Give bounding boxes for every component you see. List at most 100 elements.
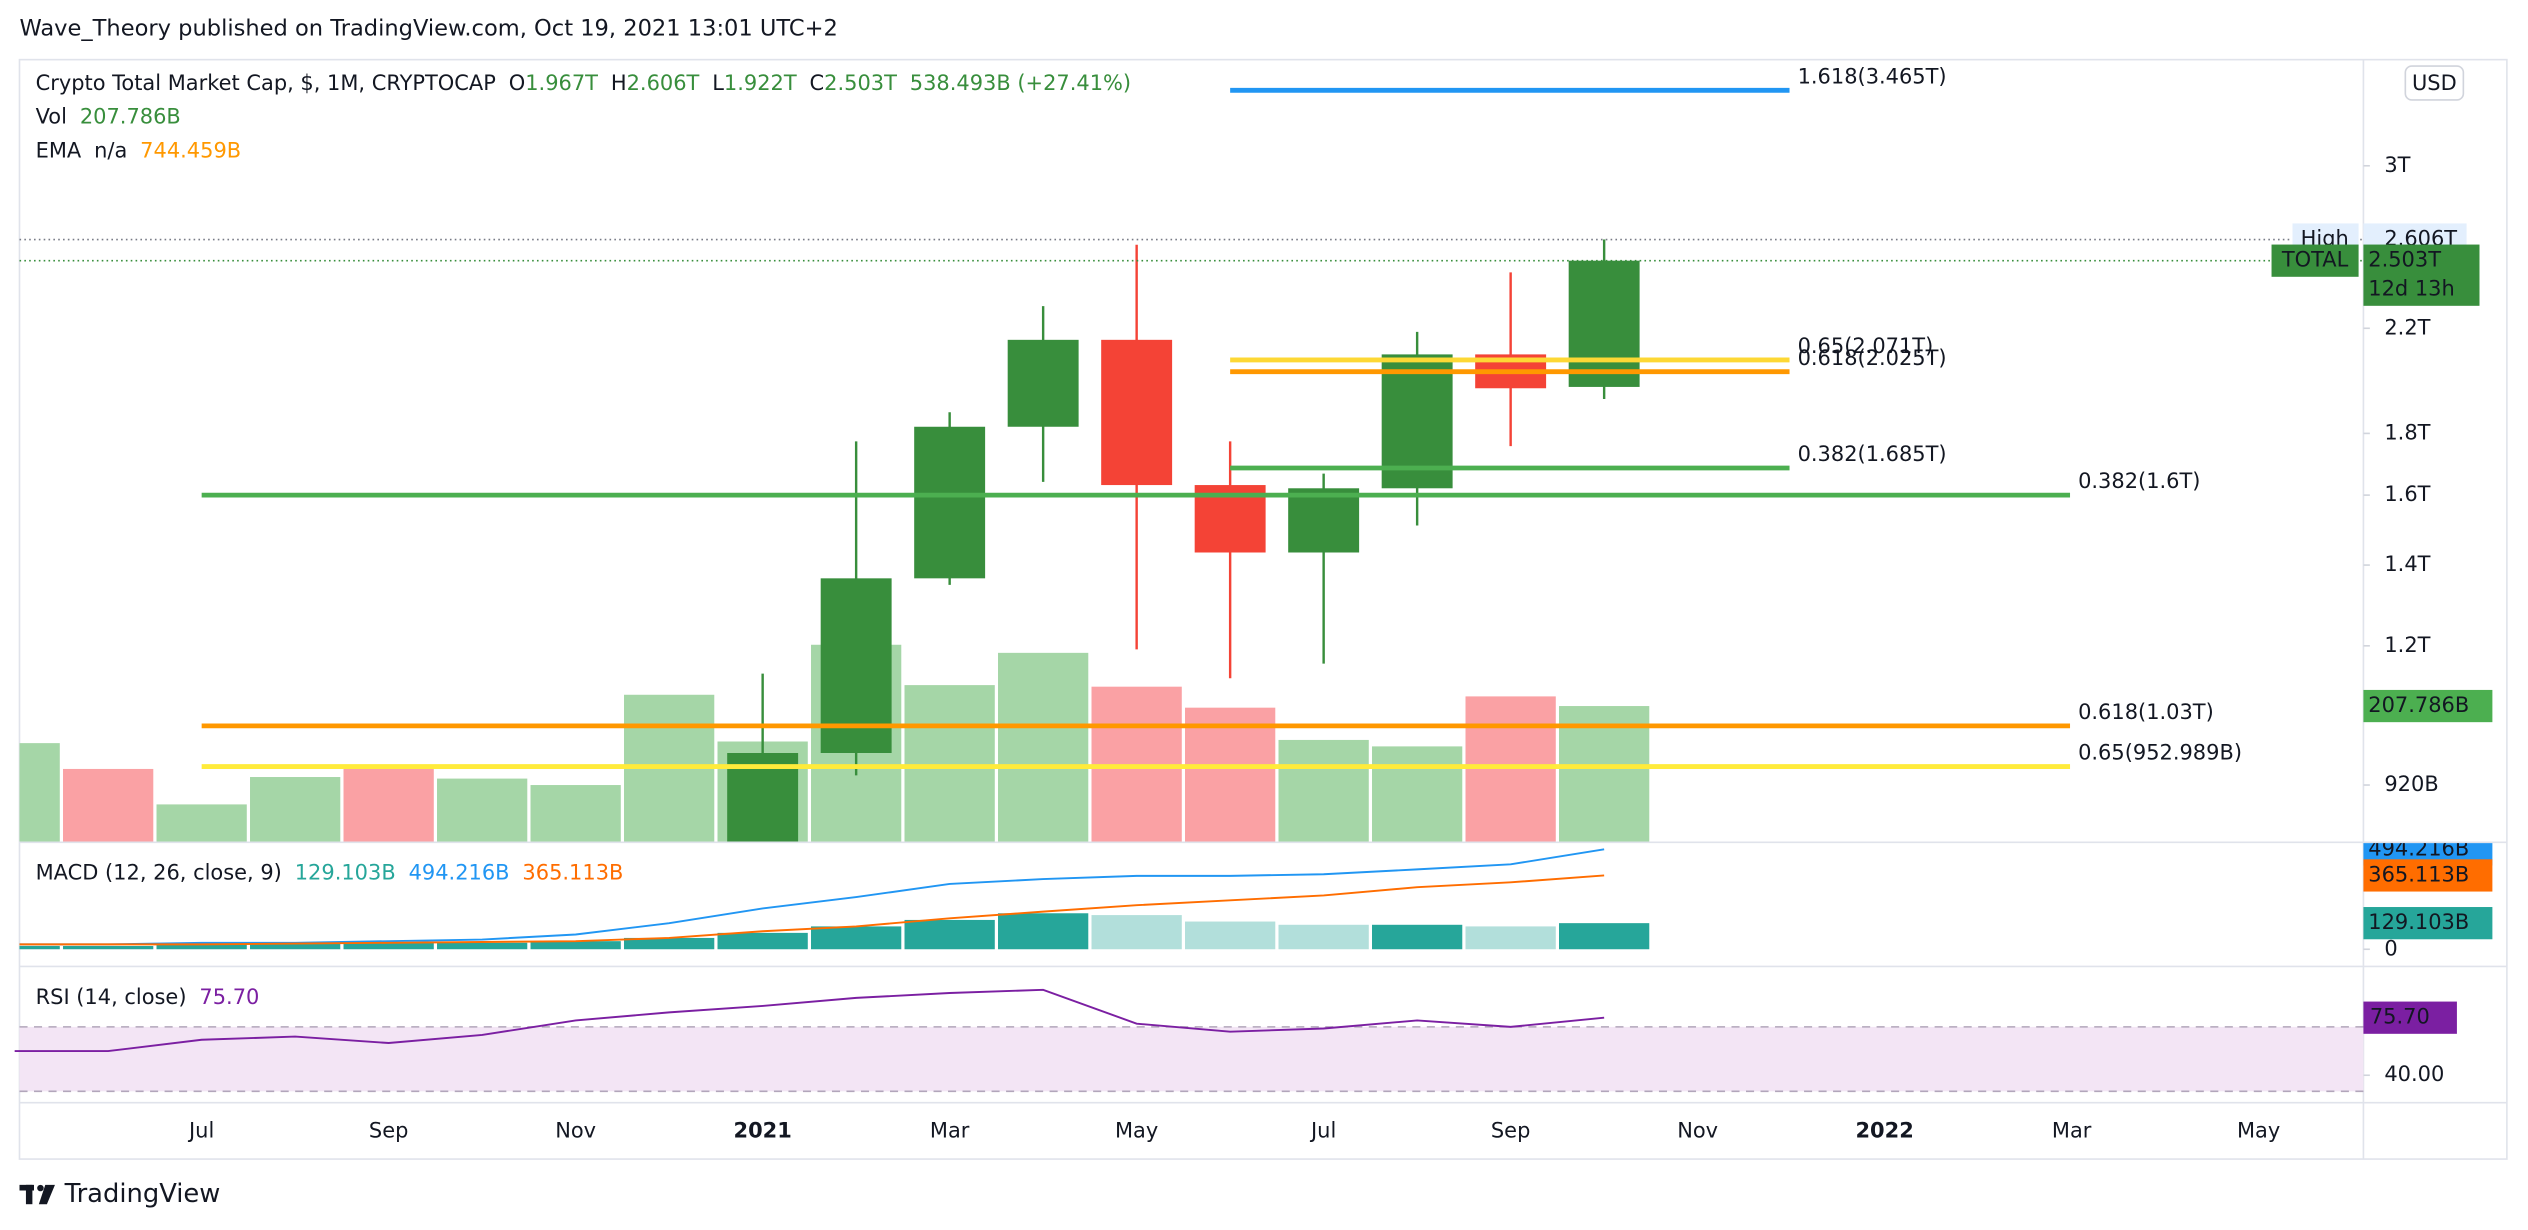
- ohlc-key: O: [509, 71, 525, 95]
- macd-histogram-bar: [156, 944, 247, 950]
- macd-histogram-bar: [437, 942, 528, 950]
- volume-bar: [904, 685, 995, 842]
- macd-histogram-bar: [904, 919, 995, 950]
- x-tick-label: Sep: [1491, 1119, 1530, 1143]
- volume-label-box: [2363, 689, 2493, 723]
- ohlc-value: 2.503T: [824, 71, 897, 95]
- volume-bar: [1185, 707, 1276, 842]
- ohlc-key: L: [712, 71, 724, 95]
- value-label-box: [2363, 859, 2493, 892]
- macd-line-value: 494.216B: [409, 861, 510, 885]
- y-tick-label: 40.00: [2384, 1062, 2444, 1086]
- y-tick-label: 1.8T: [2384, 420, 2430, 444]
- volume-bar: [437, 778, 528, 842]
- countdown: 12d 13h: [2368, 277, 2455, 301]
- currency-box[interactable]: [2404, 65, 2465, 101]
- last-label: TOTAL: [2281, 248, 2349, 272]
- y-tick-label: 3T: [2384, 153, 2410, 177]
- main-pane: 1.618(3.465T) 0.65(2.071T)0.618(2.025T) 0.…: [19, 64, 2364, 842]
- volume-bar: [1372, 746, 1463, 842]
- rsi-line: [14, 988, 1605, 1053]
- volume-bar: [998, 652, 1089, 842]
- macd-histogram-bar: [1465, 926, 1556, 950]
- currency[interactable]: USD: [2412, 71, 2457, 95]
- frame: [18, 58, 2508, 1160]
- macd-histogram-bar: [1278, 924, 1369, 950]
- fib-label: 0.65(2.071T): [1798, 334, 1934, 358]
- ohlc-key: C: [810, 71, 825, 95]
- change: 538.493B (+27.41%): [910, 71, 1131, 95]
- x-tick-label: Jul: [1309, 1119, 1336, 1143]
- y-tick-label: 1.2T: [2384, 633, 2430, 657]
- fib-label: 1.618(3.465T): [1798, 64, 1947, 88]
- x-tick-label: Nov: [1677, 1119, 1718, 1143]
- ohlc-value: 1.922T: [724, 71, 797, 95]
- macd-histogram-bar: [1091, 915, 1182, 950]
- value-label-box: [2363, 1001, 2457, 1034]
- rsi-value: 75.70: [199, 985, 259, 1009]
- macd-histogram-bar: [811, 926, 902, 950]
- ema-legend: EMA n/a 744.459B: [36, 139, 242, 163]
- x-tick-label: May: [2237, 1119, 2280, 1143]
- ohlc-key: H: [611, 71, 627, 95]
- x-tick-label: Sep: [369, 1119, 408, 1143]
- ema-args: n/a: [94, 139, 127, 163]
- y-tick-label: 920B: [2384, 772, 2438, 796]
- macd-histogram-bar: [343, 942, 434, 950]
- fib-label: 0.618(2.025T): [1798, 346, 1947, 370]
- fib-label: 0.382(1.6T): [2078, 469, 2200, 493]
- volume-bar: [63, 768, 154, 842]
- macd-histogram-bar: [250, 942, 341, 950]
- header: Wave_Theory published on TradingView.com…: [19, 16, 837, 42]
- x-tick-label: Mar: [930, 1119, 970, 1143]
- ema-value: 744.459B: [140, 139, 241, 163]
- last-value-box: [2363, 244, 2480, 306]
- macd-histogram-bar: [1372, 924, 1463, 950]
- macd-hist-value: 129.103B: [295, 861, 396, 885]
- x-tick-label: 2022: [1856, 1119, 1914, 1143]
- rsi-legend: RSI (14, close) 75.70: [36, 985, 260, 1009]
- value-label: 75.70: [2370, 1005, 2430, 1029]
- candle-body: [914, 426, 986, 579]
- macd-histogram-bar: [717, 932, 808, 950]
- volume-bar: [1559, 706, 1650, 842]
- y-tick-label: 2.2T: [2384, 315, 2430, 339]
- candle-body: [1288, 488, 1360, 553]
- volume-bar: [343, 765, 434, 842]
- footer-logo: [19, 1184, 55, 1205]
- rsi-pane: 75.70: [14, 988, 2457, 1093]
- macd-pane: 494.216B 365.113B 129.103B: [19, 843, 2493, 950]
- macd-histogram-bar: [1559, 923, 1650, 950]
- rsi-title: RSI (14, close): [36, 985, 187, 1009]
- volume-bar: [156, 804, 247, 842]
- macd-histogram-bar: [998, 913, 1089, 950]
- volume-name: Vol: [36, 105, 67, 129]
- y-tick-label: 1.4T: [2384, 552, 2430, 576]
- volume-bar: [530, 785, 621, 842]
- candle-body: [1007, 339, 1079, 427]
- value-label-box: [2363, 907, 2493, 940]
- macd-histogram-bar: [1185, 921, 1276, 950]
- macd-line: [19, 874, 1605, 946]
- rsi-band: [19, 1026, 2364, 1092]
- macd-histogram-bar: [624, 937, 715, 950]
- main-legend: Crypto Total Market Cap, $, 1M, CRYPTOCA…: [36, 71, 1132, 95]
- x-tick-label: Jul: [187, 1119, 214, 1143]
- value-label: 129.103B: [2368, 910, 2469, 934]
- fib-label: 0.65(952.989B): [2078, 741, 2242, 765]
- candle-body: [1101, 339, 1173, 486]
- macd-histogram-bar: [19, 946, 60, 950]
- macd-signal-value: 365.113B: [522, 861, 623, 885]
- x-tick-label: Mar: [2052, 1119, 2092, 1143]
- footer: TradingView: [64, 1179, 221, 1209]
- x-tick-label: 2021: [734, 1119, 792, 1143]
- volume-bar: [19, 743, 60, 842]
- macd-histogram-bar: [530, 941, 621, 950]
- volume-bar: [1278, 739, 1369, 842]
- candle-body: [1568, 260, 1640, 387]
- volume-bar: [1091, 686, 1182, 842]
- ohlc-value: 1.967T: [525, 71, 598, 95]
- x-tick-label: May: [1115, 1119, 1158, 1143]
